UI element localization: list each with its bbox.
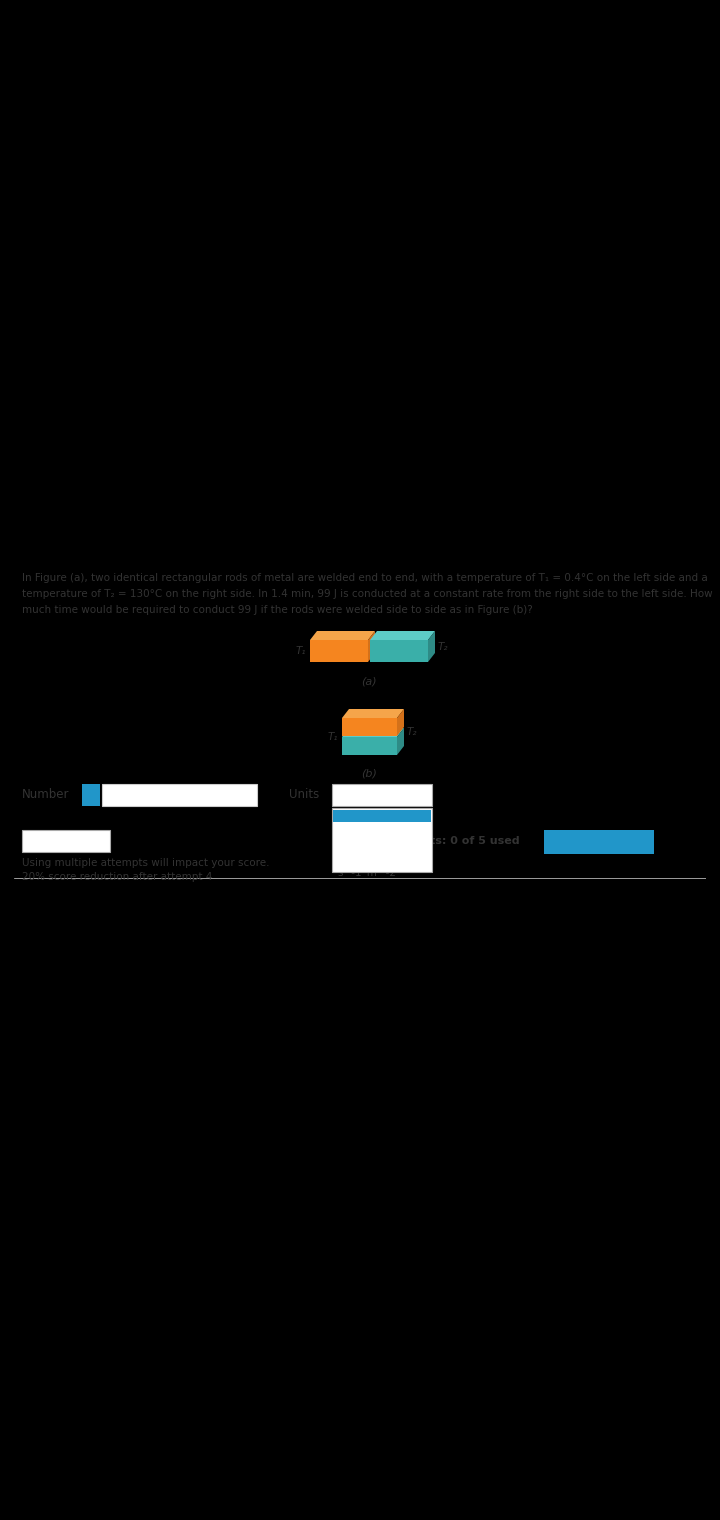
- Polygon shape: [368, 631, 375, 663]
- Text: i: i: [89, 790, 93, 800]
- Polygon shape: [397, 728, 404, 755]
- Text: Using multiple attempts will impact your score.: Using multiple attempts will impact your…: [22, 857, 269, 868]
- Polygon shape: [342, 728, 404, 737]
- FancyBboxPatch shape: [332, 809, 432, 872]
- Text: much time would be required to conduct 99 J if the rods were welded side to side: much time would be required to conduct 9…: [22, 605, 533, 616]
- Text: T₂: T₂: [438, 641, 449, 652]
- Polygon shape: [370, 631, 435, 640]
- Text: Save for Later: Save for Later: [30, 836, 103, 847]
- FancyBboxPatch shape: [333, 810, 431, 822]
- Text: Submit Answer: Submit Answer: [554, 838, 644, 847]
- Text: s^-1: s^-1: [337, 841, 361, 850]
- Polygon shape: [310, 640, 368, 663]
- Text: temperature of T₂ = 130°C on the right side. In 1.4 min, 99 J is conducted at a : temperature of T₂ = 130°C on the right s…: [22, 590, 713, 599]
- Text: min: min: [337, 825, 356, 836]
- Text: d^-1: d^-1: [337, 854, 363, 863]
- Text: T₁: T₁: [328, 731, 338, 742]
- Polygon shape: [428, 631, 435, 663]
- FancyBboxPatch shape: [102, 784, 257, 806]
- Text: (b): (b): [361, 769, 377, 778]
- Text: In Figure (a), two identical rectangular rods of metal are welded end to end, wi: In Figure (a), two identical rectangular…: [22, 573, 708, 584]
- FancyBboxPatch shape: [332, 784, 432, 806]
- Text: Number: Number: [22, 789, 70, 801]
- Polygon shape: [342, 737, 397, 755]
- FancyBboxPatch shape: [82, 784, 100, 806]
- Text: (a): (a): [361, 676, 377, 686]
- Text: T₁: T₁: [295, 646, 306, 657]
- Polygon shape: [342, 708, 404, 717]
- FancyBboxPatch shape: [22, 830, 110, 853]
- Polygon shape: [342, 717, 397, 736]
- Polygon shape: [310, 631, 375, 640]
- Text: s^-1*m^-2: s^-1*m^-2: [337, 868, 396, 879]
- Text: ⌄: ⌄: [420, 790, 428, 800]
- Polygon shape: [397, 708, 404, 736]
- Text: Units: Units: [289, 789, 319, 801]
- Polygon shape: [370, 640, 428, 663]
- Text: 20% score reduction after attempt 4: 20% score reduction after attempt 4: [22, 872, 212, 882]
- Text: T₂: T₂: [407, 727, 418, 737]
- FancyBboxPatch shape: [544, 830, 654, 854]
- Text: Attempts: 0 of 5 used: Attempts: 0 of 5 used: [384, 836, 520, 847]
